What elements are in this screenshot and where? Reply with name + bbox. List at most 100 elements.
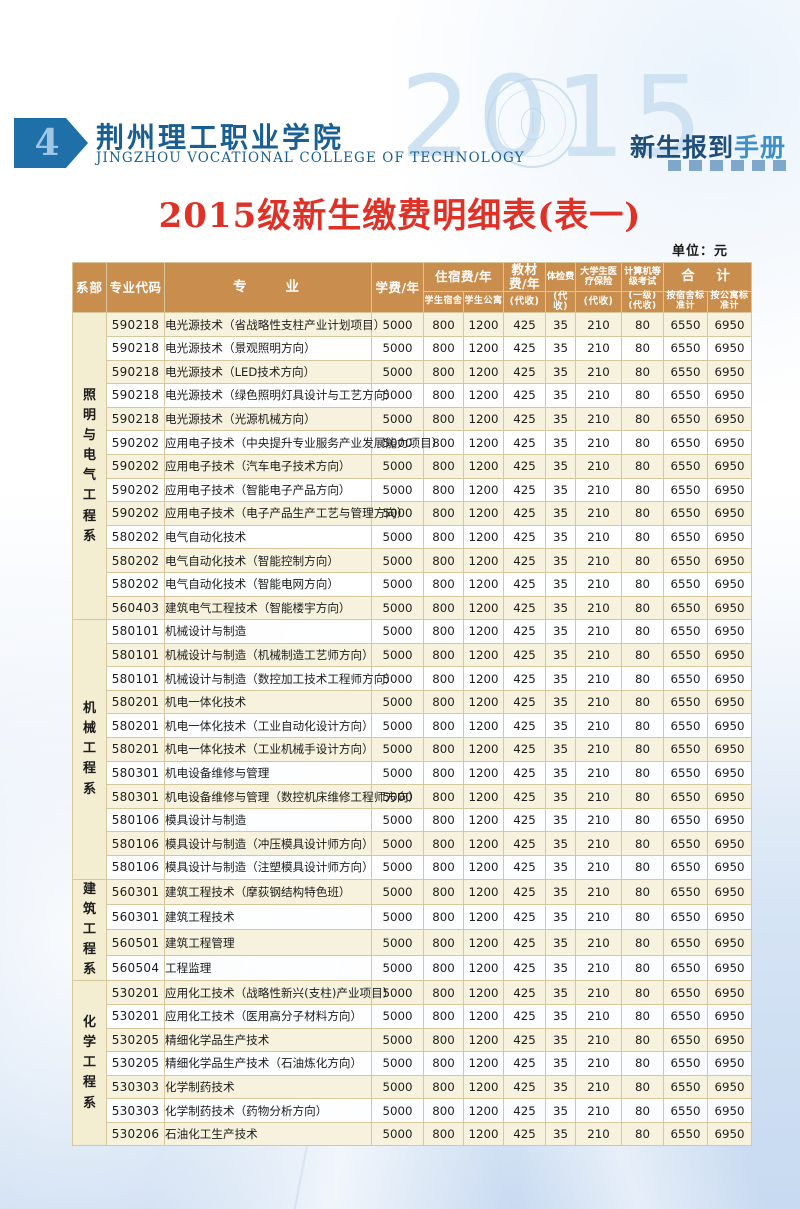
- cell-checkup: 35: [545, 595, 577, 621]
- cell-computer: 80: [621, 713, 665, 739]
- cell-tuition: 5000: [371, 954, 424, 982]
- cell-code: 560501: [106, 929, 165, 956]
- cell-insurance: 210: [575, 980, 623, 1005]
- cell-major: 机电一体化技术: [164, 689, 372, 715]
- cell-apt: 1200: [462, 406, 505, 432]
- cell-book: 425: [503, 1027, 547, 1053]
- cell-total-dorm: 6550: [663, 737, 709, 762]
- cell-book: 425: [503, 831, 547, 857]
- cell-insurance: 210: [575, 595, 623, 621]
- table-row: 化 学 工 程 系 530201 应用化工技术（战略性新兴(支柱)产业项目） 5000…: [72, 980, 753, 1147]
- cell-total-dorm: 6550: [663, 831, 709, 857]
- cell-book: 425: [503, 1121, 547, 1147]
- cell-apt: 1200: [462, 548, 505, 573]
- cell-checkup: 35: [545, 666, 577, 691]
- cell-checkup: 35: [545, 1003, 577, 1029]
- cell-insurance: 210: [575, 1051, 623, 1076]
- table-row: 590202 应用电子技术（智能电子产品方向） 5000 800 1200 425 35 21…: [73, 477, 753, 503]
- cell-code: 560403: [106, 595, 165, 621]
- cell-code: 530205: [106, 1027, 165, 1053]
- cell-apt: 1200: [462, 666, 505, 691]
- col-header-checkup: 体检费: [545, 262, 577, 292]
- table-row: 530303 化学制药技术 5000 800 1200 425 35 210 80 6550 695…: [73, 1074, 753, 1100]
- cell-computer: 80: [621, 1003, 665, 1029]
- cell-apt: 1200: [462, 1121, 505, 1147]
- cell-total-dorm: 6550: [663, 312, 709, 337]
- cell-book: 425: [503, 954, 547, 982]
- cell-checkup: 35: [545, 524, 577, 550]
- cell-dorm: 800: [423, 335, 464, 361]
- cell-total-apt: 6950: [707, 666, 753, 691]
- dept-cell: 化 学 工 程 系: [72, 980, 107, 1147]
- col-header-total-group: 合 计: [663, 262, 753, 292]
- cell-dorm: 800: [423, 383, 464, 408]
- cell-apt: 1200: [462, 760, 505, 786]
- cell-total-dorm: 6550: [663, 477, 709, 503]
- table-row: 580201 机电一体化技术（工业机械手设计方向） 5000 800 1200 425 35…: [73, 737, 753, 762]
- cell-total-dorm: 6550: [663, 1098, 709, 1123]
- cell-code: 590218: [106, 383, 165, 408]
- cell-apt: 1200: [462, 453, 505, 479]
- cell-checkup: 35: [545, 929, 577, 956]
- cell-computer: 80: [621, 1098, 665, 1123]
- cell-book: 425: [503, 1051, 547, 1076]
- cell-total-dorm: 6550: [663, 571, 709, 597]
- cell-major: 机电设备维修与管理: [164, 760, 372, 786]
- cell-tuition: 5000: [371, 430, 424, 455]
- cell-insurance: 210: [575, 737, 623, 762]
- cell-major: 电光源技术（景观照明方向）: [164, 335, 372, 361]
- cell-code: 580202: [106, 548, 165, 573]
- cell-insurance: 210: [575, 359, 623, 385]
- cell-total-dorm: 6550: [663, 666, 709, 691]
- cell-book: 425: [503, 642, 547, 668]
- table-row: 580106 模具设计与制造 5000 800 1200 425 35 210 80 6550 69…: [73, 807, 753, 833]
- cell-total-apt: 6950: [707, 1074, 753, 1100]
- cell-checkup: 35: [545, 571, 577, 597]
- col-header-computer-exam-sub: (一级)(代收): [621, 290, 665, 314]
- cell-total-dorm: 6550: [663, 548, 709, 573]
- cell-tuition: 5000: [371, 619, 424, 644]
- cell-total-apt: 6950: [707, 1121, 753, 1147]
- cell-total-dorm: 6550: [663, 878, 709, 906]
- cell-apt: 1200: [462, 737, 505, 762]
- table-row: 590218 电光源技术（LED技术方向） 5000 800 1200 425 35 210 8…: [73, 359, 753, 385]
- cell-apt: 1200: [462, 312, 505, 337]
- cell-total-apt: 6950: [707, 713, 753, 739]
- cell-insurance: 210: [575, 642, 623, 668]
- cell-major: 模具设计与制造（冲压模具设计师方向）: [164, 831, 374, 857]
- cell-total-dorm: 6550: [663, 1121, 709, 1147]
- col-header-total-apartment: 按公寓标准计: [707, 290, 753, 314]
- cell-insurance: 210: [575, 807, 623, 833]
- cell-major: 化学制药技术: [164, 1074, 372, 1100]
- col-header-total-dorm: 按宿舍标准计: [663, 290, 709, 314]
- cell-total-apt: 6950: [707, 359, 753, 385]
- cell-major: 电光源技术（LED技术方向）: [164, 359, 372, 385]
- cell-total-apt: 6950: [707, 1027, 753, 1053]
- fee-table-head: 系部 专业代码 专 业 学费/年 住宿费/年 教材费/年 体检费 大学生医疗保险…: [72, 261, 753, 314]
- cell-checkup: 35: [545, 1074, 577, 1100]
- cell-book: 425: [503, 784, 547, 809]
- cell-tuition: 5000: [371, 335, 424, 361]
- cell-code: 580202: [106, 524, 165, 550]
- cell-major: 电光源技术（省战略性支柱产业计划项目）: [164, 312, 385, 337]
- cell-total-apt: 6950: [707, 595, 753, 621]
- cell-total-dorm: 6550: [663, 855, 709, 880]
- cell-computer: 80: [621, 312, 665, 337]
- cell-major: 应用电子技术（汽车电子技术方向）: [164, 453, 372, 479]
- cell-tuition: 5000: [371, 737, 424, 762]
- cell-insurance: 210: [575, 954, 623, 982]
- decoration-square: [668, 160, 681, 171]
- cell-tuition: 5000: [371, 453, 424, 479]
- cell-dorm: 800: [423, 689, 464, 715]
- cell-checkup: 35: [545, 904, 577, 931]
- cell-insurance: 210: [575, 904, 623, 931]
- cell-checkup: 35: [545, 619, 577, 644]
- cell-total-apt: 6950: [707, 737, 753, 762]
- cell-computer: 80: [621, 595, 665, 621]
- page-title: 2015级新生缴费明细表(表一): [158, 196, 642, 236]
- cell-insurance: 210: [575, 453, 623, 479]
- decoration-square: [710, 160, 723, 171]
- cell-code: 580101: [106, 666, 165, 691]
- cell-book: 425: [503, 524, 547, 550]
- table-row: 590202 应用电子技术（汽车电子技术方向） 5000 800 1200 425 35 21…: [73, 453, 753, 479]
